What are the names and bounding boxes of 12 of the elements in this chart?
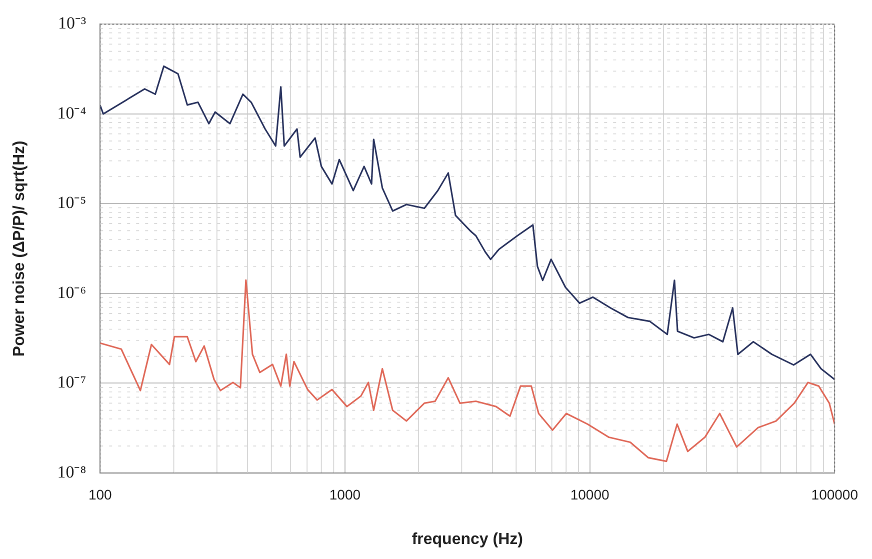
y-tick-label: 10⁻⁶ [57, 282, 86, 302]
y-tick-label: 10⁻⁴ [57, 103, 86, 122]
y-tick-label: 10⁻³ [58, 14, 86, 33]
x-tick-label: 1000 [329, 486, 361, 502]
y-tick-label: 10⁻⁸ [57, 462, 86, 482]
x-tick-label: 10000 [570, 486, 610, 502]
y-tick-label: 10⁻⁵ [57, 193, 86, 212]
x-tick-label: 100 [88, 486, 112, 502]
y-axis-title: Power noise (ΔP/P)/ sqrt(Hz) [11, 140, 28, 357]
x-axis-title: frequency (Hz) [412, 530, 523, 548]
y-tick-label: 10⁻⁷ [57, 372, 86, 392]
x-tick-label: 100000 [811, 486, 858, 502]
